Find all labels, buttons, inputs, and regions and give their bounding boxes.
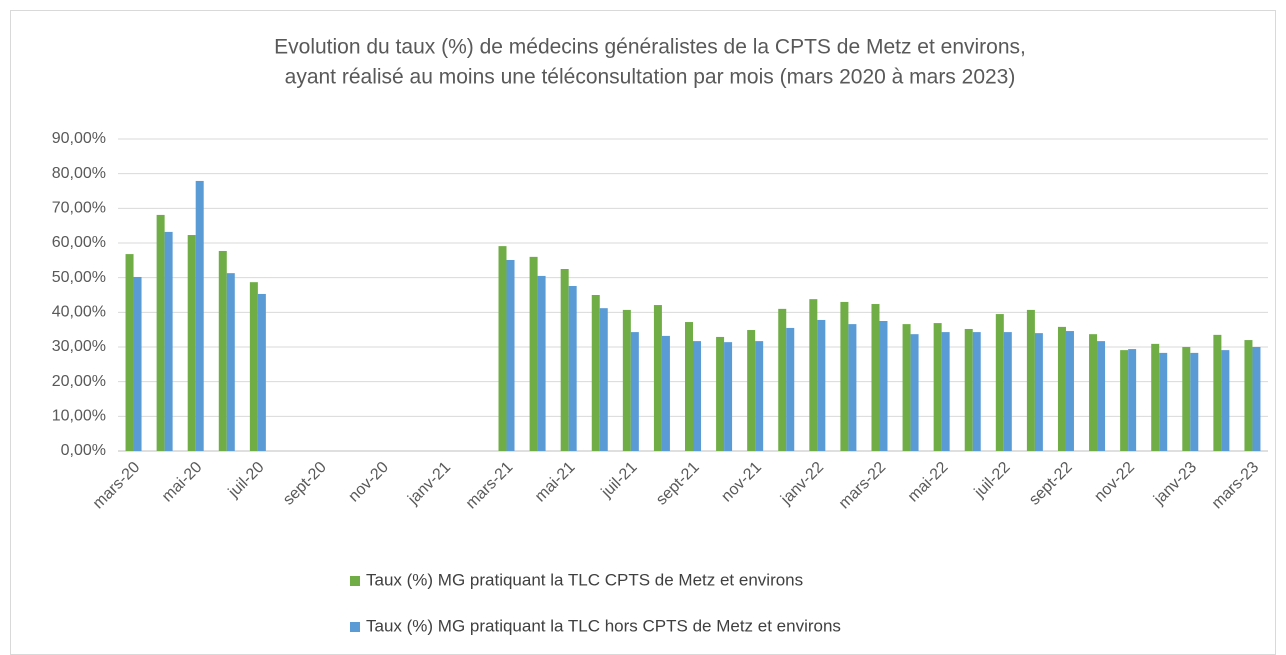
bar — [1190, 352, 1199, 451]
bar — [972, 332, 981, 451]
bar — [591, 295, 600, 451]
bar — [1221, 350, 1230, 451]
legend-swatch — [350, 622, 360, 632]
bar — [910, 334, 919, 451]
bar — [1244, 340, 1253, 451]
bar — [716, 336, 725, 451]
bar — [506, 259, 515, 451]
bar — [786, 327, 795, 451]
bar — [1182, 347, 1191, 451]
bar — [1003, 332, 1012, 451]
bar — [1213, 334, 1222, 451]
bar — [125, 254, 134, 451]
bar — [724, 342, 733, 451]
legend-swatch — [350, 576, 360, 586]
bar — [964, 328, 973, 451]
bar — [622, 309, 631, 451]
y-tick-label: 10,00% — [52, 408, 106, 425]
y-tick-label: 50,00% — [52, 269, 106, 286]
bar — [1120, 350, 1129, 451]
bar — [156, 214, 165, 451]
bar — [630, 332, 639, 451]
y-tick-label: 80,00% — [52, 165, 106, 182]
bar — [809, 299, 818, 451]
bar — [902, 324, 911, 451]
bar — [537, 275, 546, 451]
bar — [840, 301, 849, 451]
bar — [195, 180, 204, 452]
bar — [599, 308, 608, 451]
bar — [529, 256, 538, 451]
bar — [995, 314, 1004, 451]
bar — [879, 321, 888, 451]
y-tick-label: 60,00% — [52, 234, 106, 251]
bar — [1159, 352, 1168, 451]
bar — [1034, 333, 1043, 451]
y-tick-label: 30,00% — [52, 338, 106, 355]
bar — [568, 285, 577, 451]
y-tick-label: 20,00% — [52, 373, 106, 390]
bar — [661, 335, 670, 451]
bar — [133, 276, 142, 451]
legend-label: Taux (%) MG pratiquant la TLC CPTS de Me… — [366, 570, 803, 589]
bar — [755, 341, 764, 451]
bar — [249, 282, 258, 451]
bar — [817, 319, 826, 451]
bar — [187, 235, 196, 451]
bar — [164, 231, 173, 451]
bar — [1151, 343, 1160, 451]
chart-title: ayant réalisé au moins une téléconsultat… — [285, 66, 1016, 89]
bar — [1065, 331, 1074, 451]
y-tick-label: 90,00% — [52, 130, 106, 147]
bar — [848, 324, 857, 451]
bar — [1097, 341, 1106, 451]
bar — [560, 269, 569, 451]
bar — [1089, 334, 1098, 451]
bar — [653, 305, 662, 451]
bar — [941, 332, 950, 451]
y-tick-label: 0,00% — [61, 442, 106, 459]
bar — [1252, 347, 1261, 451]
bar — [498, 246, 507, 451]
bar — [1128, 349, 1137, 451]
bar — [226, 273, 235, 451]
bar — [871, 304, 880, 451]
bar — [685, 322, 693, 451]
chart-title: Evolution du taux (%) de médecins généra… — [274, 36, 1026, 59]
bar — [933, 323, 942, 451]
bar — [1057, 326, 1066, 451]
bar — [257, 293, 266, 451]
bar — [693, 341, 701, 451]
y-tick-label: 70,00% — [52, 200, 106, 217]
bar — [218, 250, 227, 451]
y-tick-label: 40,00% — [52, 304, 106, 321]
bar — [778, 308, 787, 451]
bar — [747, 330, 756, 451]
legend-label: Taux (%) MG pratiquant la TLC hors CPTS … — [366, 616, 841, 635]
bar — [1026, 309, 1035, 451]
